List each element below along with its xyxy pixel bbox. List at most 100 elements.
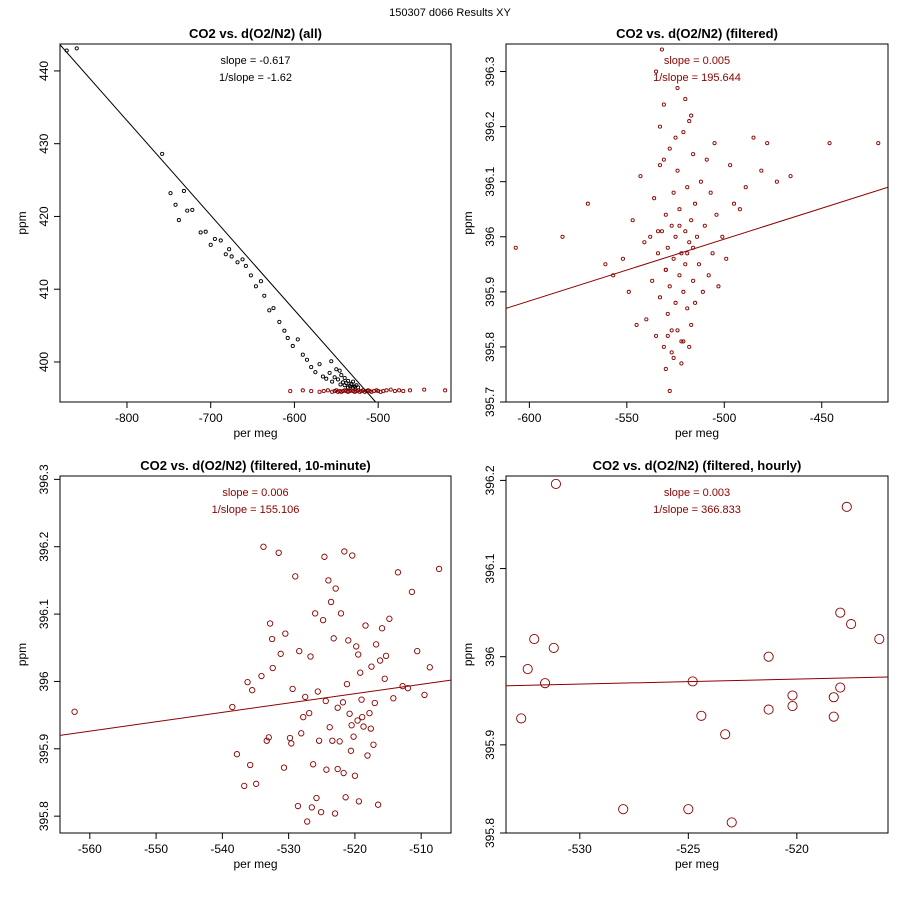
x-tick-label: -450 (810, 411, 834, 425)
data-point (685, 185, 690, 190)
data-point (585, 201, 590, 206)
chart-panel-3: CO2 vs. d(O2/N2) (filtered, 10-minute) -5… (15, 458, 452, 871)
data-point (685, 306, 690, 311)
data-point (669, 328, 674, 333)
data-point (702, 223, 707, 228)
data-points (64, 46, 448, 394)
data-point (669, 350, 674, 355)
data-point (298, 730, 305, 737)
x-axis-label: per meg (233, 857, 277, 871)
x-axis-label: per meg (233, 426, 277, 440)
data-point (372, 641, 380, 648)
data-point (657, 124, 663, 129)
data-point (774, 179, 779, 184)
x-tick-label: -600 (517, 411, 541, 425)
data-point (329, 737, 336, 744)
data-point (290, 343, 295, 349)
data-point (347, 747, 355, 754)
data-point (683, 262, 688, 267)
data-point (687, 344, 692, 349)
data-point (650, 278, 655, 283)
data-point (244, 678, 251, 686)
chart-title: CO2 vs. d(O2/N2) (filtered, 10-minute) (140, 458, 370, 473)
chart-title: CO2 vs. d(O2/N2) (filtered) (616, 26, 778, 41)
data-point (841, 501, 852, 512)
data-point (243, 263, 248, 268)
data-point (763, 704, 774, 715)
data-point (620, 256, 625, 261)
data-point (240, 257, 245, 262)
data-point (743, 185, 748, 190)
data-point (687, 240, 692, 245)
slope-label: slope = 0.005 (664, 55, 730, 67)
data-point (288, 740, 295, 747)
x-tick-label: -500 (366, 411, 390, 425)
data-point (355, 651, 362, 658)
data-point (652, 196, 657, 201)
data-point (874, 634, 885, 645)
data-point (341, 548, 348, 555)
data-point (659, 229, 664, 234)
data-point (247, 761, 254, 769)
y-tick-label: 396.1 (483, 166, 497, 196)
data-point (329, 359, 334, 364)
data-point (343, 680, 351, 688)
data-point (320, 374, 325, 379)
data-point (548, 642, 559, 653)
x-tick-label: -525 (676, 842, 700, 856)
x-tick-label: -530 (277, 842, 301, 856)
chart-panel-4: CO2 vs. d(O2/N2) (filtered, hourly) -530 -… (461, 458, 889, 871)
data-point (677, 223, 682, 228)
y-tick-label: 395.9 (483, 730, 497, 760)
data-point (353, 643, 360, 650)
y-tick-label: 395.8 (483, 332, 497, 362)
inverse-slope-label: 1/slope = 195.644 (653, 72, 741, 84)
data-point (788, 174, 793, 179)
y-tick-label: 395.9 (37, 733, 51, 763)
data-point (185, 208, 190, 213)
data-point (324, 376, 329, 381)
data-point (665, 311, 670, 316)
data-point (302, 693, 309, 701)
data-point (663, 267, 668, 272)
data-point (337, 610, 345, 617)
data-point (355, 798, 363, 805)
x-axis-label: per meg (675, 426, 719, 440)
data-point (540, 678, 551, 689)
data-point (266, 620, 274, 627)
data-point (340, 769, 347, 777)
y-tick-label: 396.2 (483, 465, 497, 495)
data-point (675, 86, 680, 91)
data-point (712, 141, 717, 146)
y-axis-label: ppm (15, 643, 29, 666)
inverse-slope-label: 1/slope = 155.106 (212, 504, 300, 516)
y-tick-label: 395.7 (483, 387, 497, 417)
data-point (679, 361, 684, 366)
data-point (654, 69, 659, 74)
data-points (513, 47, 881, 394)
data-point (683, 97, 688, 102)
y-tick-label: 396.2 (483, 111, 497, 141)
data-point (675, 328, 680, 333)
x-tick-label: -530 (568, 842, 592, 856)
data-point (673, 300, 678, 305)
data-point (671, 355, 676, 360)
data-point (691, 278, 696, 283)
fit-line (506, 676, 888, 687)
data-point (74, 46, 79, 51)
chart-title: CO2 vs. d(O2/N2) (filtered, hourly) (593, 458, 802, 473)
data-point (657, 295, 663, 300)
data-point (289, 685, 296, 693)
data-point (267, 308, 272, 313)
data-point (345, 378, 351, 383)
data-point (787, 690, 798, 701)
data-point (728, 163, 733, 168)
data-point (618, 804, 629, 815)
chart-title: CO2 vs. d(O2/N2) (all) (189, 26, 322, 41)
data-point (516, 713, 527, 724)
data-point (550, 478, 561, 489)
data-point (310, 761, 317, 768)
y-tick-label: 395.8 (483, 818, 497, 848)
y-tick-label: 430 (37, 133, 51, 153)
data-point (407, 388, 413, 393)
